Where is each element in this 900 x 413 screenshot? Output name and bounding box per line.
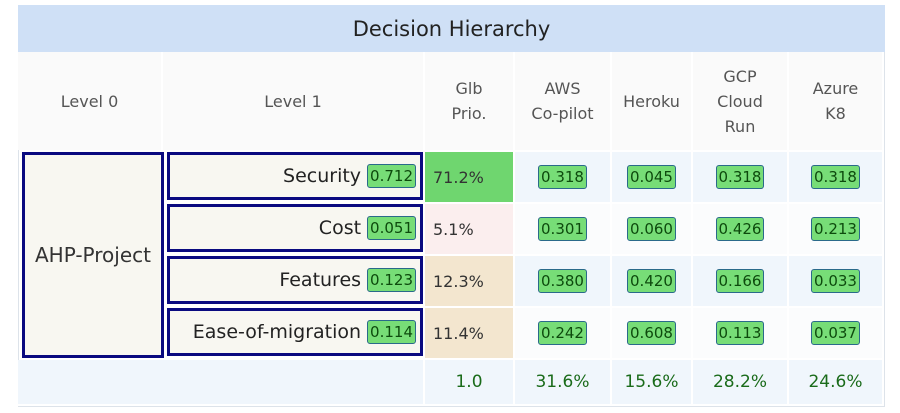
alternative-score-badge: 0.113 [715,321,765,345]
alternative-score-badge: 0.242 [538,321,587,345]
alternative-score-badge: 0.045 [627,165,676,189]
alternative-score-badge: 0.213 [811,217,860,241]
alternative-score-badge: 0.060 [627,217,676,241]
criterion-node-security[interactable]: Security 0.712 [167,152,423,200]
criterion-weight-badge: 0.051 [367,216,416,240]
header-heroku: Heroku [612,52,693,150]
alternative-total: 24.6% [789,360,884,406]
criterion-weight-badge: 0.114 [367,320,416,344]
footer-blank [18,360,425,406]
alternative-score-badge: 0.166 [715,269,765,293]
alternative-score-cell: 0.426 [693,204,789,256]
alternative-score-cell: 0.420 [612,256,693,308]
global-priority-cell: 11.4% [425,308,515,360]
header-global-priority: Glb Prio. [425,52,515,150]
alternative-score-cell: 0.318 [693,152,789,204]
alternative-score-badge: 0.318 [538,165,587,189]
global-priority-cell: 12.3% [425,256,515,308]
criterion-name: Ease-of-migration [192,321,362,343]
criterion-name: Features [279,269,362,291]
alternative-score-badge: 0.608 [627,321,676,345]
alternative-score-cell: 0.318 [789,152,884,204]
alternative-total: 31.6% [515,360,612,406]
criterion-node-cost[interactable]: Cost 0.051 [167,204,423,252]
header-gcp-cloud-run: GCP Cloud Run [693,52,789,150]
alternative-score-badge: 0.318 [811,165,860,189]
total-global-priority: 1.0 [425,360,515,406]
alternative-score-badge: 0.301 [538,217,587,241]
header-level-0: Level 0 [18,52,163,150]
criterion-node-ease-of-migration[interactable]: Ease-of-migration 0.114 [167,308,423,356]
alternative-total: 15.6% [612,360,693,406]
alternative-score-badge: 0.420 [627,269,676,293]
alternative-score-cell: 0.033 [789,256,884,308]
alternative-score-cell: 0.213 [789,204,884,256]
alternative-score-badge: 0.426 [715,217,765,241]
header-level-1: Level 1 [163,52,425,150]
alternative-score-cell: 0.045 [612,152,693,204]
alternative-score-cell: 0.166 [693,256,789,308]
global-priority-cell: 71.2% [425,152,515,204]
alternative-score-cell: 0.301 [515,204,612,256]
alternative-score-badge: 0.033 [811,269,860,293]
alternative-score-badge: 0.318 [715,165,765,189]
criterion-name: Cost [318,217,362,239]
header-aws-copilot: AWS Co-pilot [515,52,612,150]
criterion-weight-badge: 0.123 [367,268,416,292]
alternative-score-cell: 0.608 [612,308,693,360]
alternative-score-badge: 0.037 [811,321,860,345]
alternative-score-cell: 0.380 [515,256,612,308]
header-azure-k8: Azure K8 [789,52,884,150]
alternative-score-cell: 0.037 [789,308,884,360]
alternative-score-badge: 0.380 [538,269,587,293]
alternative-total: 28.2% [693,360,789,406]
level0-node[interactable]: AHP-Project [22,152,164,358]
criterion-name: Security [283,165,362,187]
alternative-score-cell: 0.242 [515,308,612,360]
alternative-score-cell: 0.060 [612,204,693,256]
alternative-score-cell: 0.318 [515,152,612,204]
alternative-score-cell: 0.113 [693,308,789,360]
global-priority-cell: 5.1% [425,204,515,256]
criterion-weight-badge: 0.712 [367,164,416,188]
table-title: Decision Hierarchy [18,5,885,52]
criterion-node-features[interactable]: Features 0.123 [167,256,423,304]
